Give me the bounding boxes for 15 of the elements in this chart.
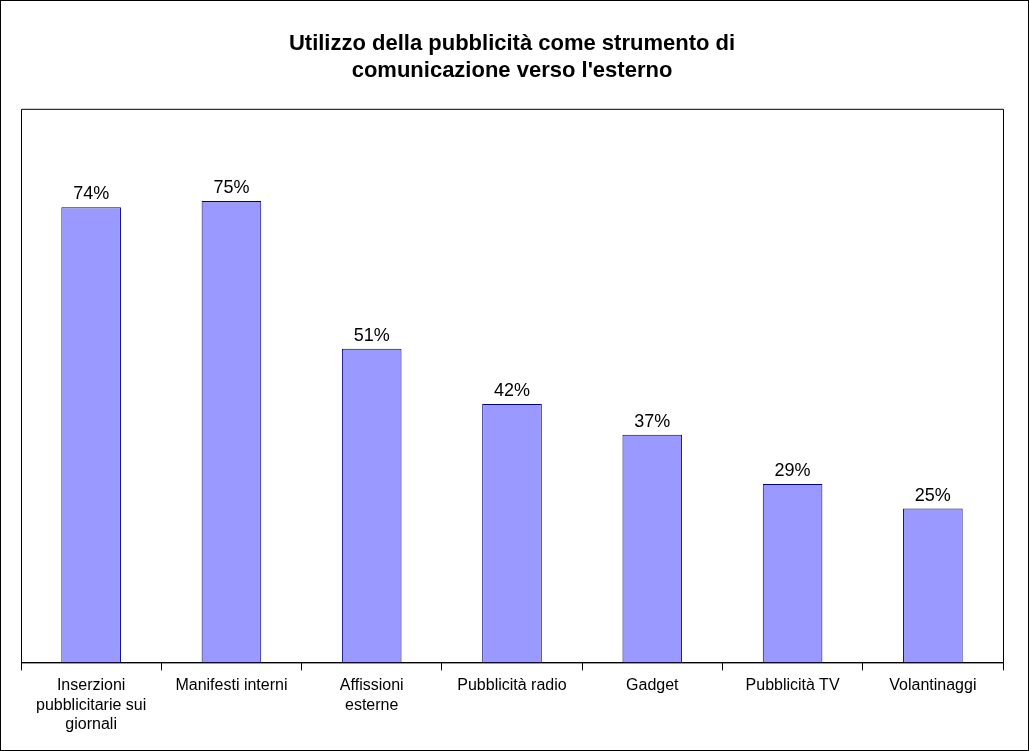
data-label: 25% xyxy=(914,484,951,505)
x-tick-label: Pubblicità TV xyxy=(745,676,840,694)
x-tick-label: Inserzioni pubblicitarie sui giornali xyxy=(36,676,147,732)
data-label: 74% xyxy=(73,183,110,204)
data-label: 29% xyxy=(774,459,811,480)
data-label: 42% xyxy=(493,380,531,401)
data-label: 75% xyxy=(213,177,250,198)
x-tick-label: Volantinaggi xyxy=(889,676,977,694)
data-label: 37% xyxy=(634,410,671,431)
chart-title: Utilizzo della pubblicità come strumento di comunicazione verso l'esterno xyxy=(288,30,736,82)
x-tick-label: Gadget xyxy=(626,676,680,694)
x-tick-label: Manifesti interni xyxy=(175,676,288,694)
x-tick-label: Pubblicità radio xyxy=(457,676,567,694)
x-tick-label: Affissioni esterne xyxy=(339,676,404,713)
data-label: 51% xyxy=(353,324,390,345)
